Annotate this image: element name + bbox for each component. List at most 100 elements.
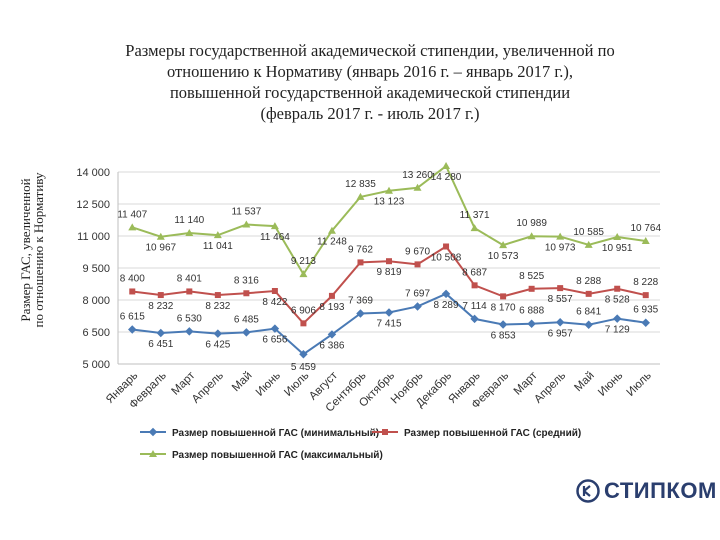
data-label-avg: 9 762	[348, 244, 373, 255]
data-label-min: 5 459	[291, 362, 316, 373]
data-point-min	[213, 329, 223, 338]
data-point-min	[270, 324, 280, 333]
legend-label-max: Размер повышенной ГАС (максимальный)	[172, 450, 383, 461]
data-label-max: 12 835	[345, 179, 376, 190]
data-label-max: 10 967	[145, 243, 176, 254]
data-label-avg: 8 288	[576, 276, 601, 287]
data-label-max: 9 213	[291, 256, 316, 267]
data-point-min	[584, 320, 593, 329]
data-point-avg	[500, 293, 507, 300]
data-point-max	[185, 229, 194, 237]
x-tick-label: Июнь	[254, 370, 283, 399]
data-point-avg	[528, 285, 535, 292]
data-label-max: 10 573	[488, 251, 519, 262]
y-axis-title-line: Размер ГАС, увеличенной	[18, 178, 33, 321]
y-tick-label: 11 000	[77, 231, 110, 243]
data-point-avg	[557, 285, 564, 292]
data-label-max: 11 041	[203, 241, 233, 252]
x-tick-label: Май	[572, 370, 596, 394]
data-label-avg: 8 422	[262, 297, 287, 308]
data-point-avg	[157, 292, 164, 299]
logo-text: СТИПКОМ	[604, 478, 717, 503]
title-line: Размеры государственной академической ст…	[125, 41, 615, 60]
title-line: отношению к Нормативу (январь 2016 г. – …	[167, 62, 573, 81]
data-label-min: 8 289	[434, 300, 459, 311]
data-point-min	[413, 302, 422, 311]
data-point-min	[612, 314, 622, 323]
data-label-min: 6 888	[519, 306, 544, 317]
data-label-avg: 8 557	[548, 294, 573, 305]
data-point-max	[356, 192, 365, 200]
stipkom-logo-icon	[576, 479, 600, 503]
data-label-max: 13 123	[374, 197, 405, 208]
data-label-avg: 6 906	[291, 305, 316, 316]
data-label-max: 13 260	[402, 170, 433, 181]
data-point-min	[327, 330, 337, 339]
data-point-min	[527, 319, 536, 328]
data-label-max: 10 989	[516, 218, 547, 229]
data-label-max: 11 248	[317, 237, 347, 248]
data-label-avg: 8 170	[491, 302, 516, 313]
data-point-max	[156, 232, 165, 240]
data-label-min: 7 129	[605, 325, 630, 336]
data-label-max: 10 973	[545, 243, 576, 254]
legend-marker-max	[149, 450, 157, 457]
series-lines	[128, 162, 650, 359]
data-label-min: 6 386	[319, 340, 344, 351]
data-label-avg: 8 228	[633, 277, 658, 288]
y-tick-label: 8 000	[82, 295, 110, 307]
title-line: (февраль 2017 г. - июль 2017 г.)	[260, 104, 480, 123]
data-point-max	[128, 223, 137, 231]
data-label-avg: 8 316	[234, 275, 259, 286]
data-point-min	[470, 314, 479, 324]
data-point-max	[327, 226, 336, 234]
data-point-avg	[357, 259, 364, 266]
data-point-max	[470, 224, 479, 232]
title-line: повышенной государственной академической…	[169, 83, 571, 102]
data-point-min	[299, 349, 308, 359]
data-label-avg: 10 508	[431, 252, 462, 263]
data-point-min	[242, 328, 251, 337]
data-point-avg	[328, 292, 335, 299]
data-label-max: 10 764	[630, 223, 661, 234]
data-point-max	[641, 237, 650, 245]
data-point-avg	[614, 285, 621, 292]
data-point-max	[584, 240, 593, 248]
data-point-avg	[386, 258, 392, 265]
data-label-max: 11 407	[117, 209, 147, 220]
data-point-avg	[129, 288, 136, 295]
data-label-max: 11 371	[460, 210, 490, 221]
data-point-max	[242, 220, 251, 228]
data-point-max	[213, 231, 222, 239]
data-point-max	[556, 232, 565, 240]
y-axis-title-line: по отношению к Нормативу	[31, 172, 46, 327]
data-label-min: 7 114	[462, 301, 487, 312]
x-tick-label: Май	[230, 370, 254, 394]
data-point-avg	[186, 288, 193, 295]
x-tick-label: Апрель	[190, 370, 226, 406]
data-label-min: 6 615	[120, 312, 145, 323]
data-point-max	[270, 222, 279, 230]
data-point-min	[156, 328, 166, 338]
data-point-avg	[414, 261, 421, 268]
data-label-avg: 8 193	[319, 302, 344, 313]
data-label-min: 6 451	[148, 339, 173, 350]
data-label-min: 6 656	[262, 335, 287, 346]
data-label-min: 7 369	[348, 295, 373, 306]
x-tick-label: Июнь	[596, 370, 625, 399]
x-tick-label: Апрель	[532, 370, 568, 406]
legend: Размер повышенной ГАС (минимальный) Разме…	[140, 427, 581, 461]
data-point-min	[128, 325, 137, 334]
data-point-avg	[271, 287, 278, 294]
y-tick-label: 6 500	[82, 327, 110, 339]
data-point-min	[555, 318, 565, 327]
data-label-min: 6 957	[548, 328, 573, 339]
data-label-avg: 8 401	[177, 273, 202, 284]
gridlines	[117, 171, 660, 365]
legend-label-min: Размер повышенной ГАС (минимальный)	[172, 428, 379, 439]
y-tick-label: 14 000	[76, 167, 110, 179]
data-label-avg: 8 528	[605, 295, 630, 306]
